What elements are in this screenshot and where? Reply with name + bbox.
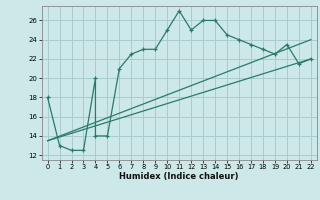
X-axis label: Humidex (Indice chaleur): Humidex (Indice chaleur) [119,172,239,181]
